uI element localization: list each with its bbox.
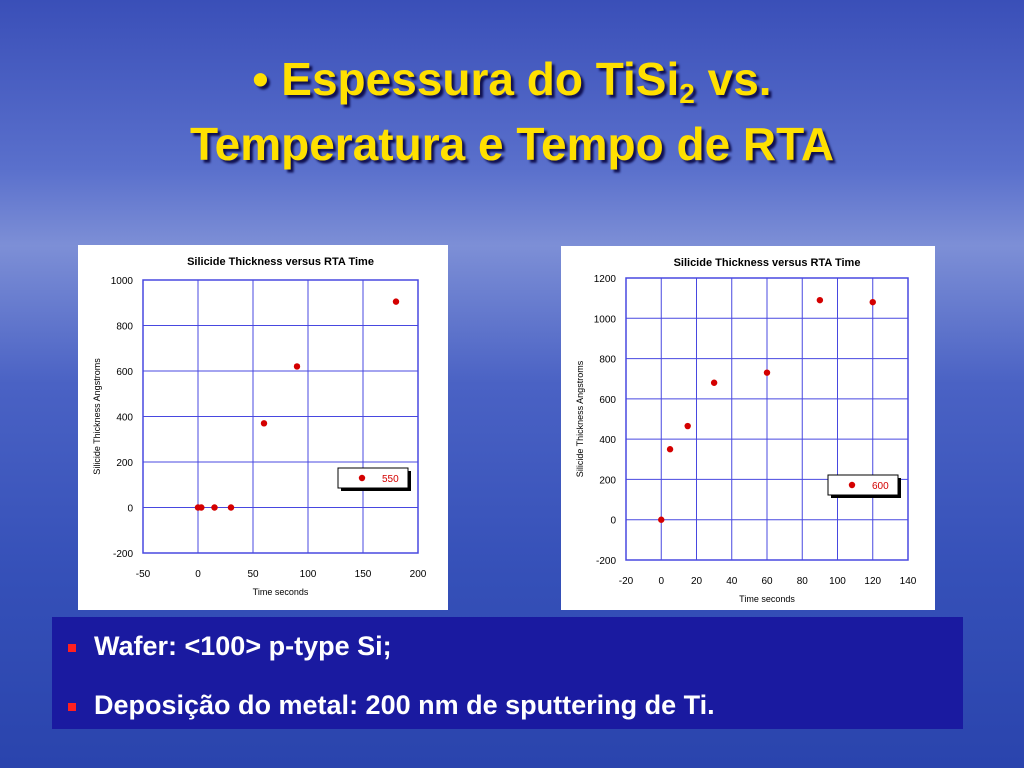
y-tick-label: -200 bbox=[113, 549, 133, 560]
bullet-marker bbox=[68, 644, 76, 652]
data-point bbox=[658, 516, 665, 523]
data-point bbox=[710, 379, 718, 386]
x-axis-label: Time seconds bbox=[253, 587, 309, 597]
x-tick-label: 100 bbox=[829, 576, 846, 587]
plot-frame bbox=[625, 277, 909, 561]
x-tick-label: 200 bbox=[410, 569, 427, 580]
x-tick-label: 40 bbox=[726, 576, 738, 587]
x-tick-label: -50 bbox=[136, 569, 151, 580]
y-tick-label: 400 bbox=[116, 413, 133, 424]
bullet-box: Wafer: <100> p-type Si; Deposição do met… bbox=[52, 617, 963, 729]
bullet-marker bbox=[68, 703, 76, 711]
y-tick-label: 0 bbox=[610, 516, 616, 527]
data-point bbox=[198, 504, 205, 511]
x-tick-label: -20 bbox=[619, 576, 634, 587]
chart: Silicide Thickness versus RTA Time-20 0 20… bbox=[575, 257, 917, 604]
x-tick-label: 80 bbox=[797, 576, 809, 587]
x-tick-label: 120 bbox=[864, 576, 881, 587]
y-axis-label: Silicide Thickness Angstroms bbox=[575, 360, 585, 477]
legend-label: 600 bbox=[872, 481, 889, 492]
title-text: • Espessura do TiSi bbox=[252, 53, 680, 105]
slide-title-line: Temperatura e Tempo de RTA bbox=[189, 118, 835, 170]
data-point bbox=[293, 363, 301, 370]
legend-box bbox=[827, 474, 899, 496]
x-tick-label: 0 bbox=[195, 569, 201, 580]
data-point bbox=[211, 504, 218, 511]
y-tick-label: 0 bbox=[127, 504, 133, 515]
y-tick-label: 200 bbox=[116, 458, 133, 469]
chart-panel: Silicide Thickness versus RTA Time -20 0 20… bbox=[561, 246, 935, 610]
y-axis-label: Silicide Thickness Angstroms bbox=[92, 358, 102, 475]
data-point bbox=[227, 504, 235, 511]
legend-box bbox=[337, 467, 409, 489]
x-tick-label: 150 bbox=[355, 569, 372, 580]
x-tick-label: 140 bbox=[900, 576, 917, 587]
chart-panel: Silicide Thickness versus RTA Time -50 0 50… bbox=[78, 245, 448, 610]
title-text: vs. bbox=[694, 53, 772, 105]
y-tick-label: 400 bbox=[599, 435, 616, 446]
y-tick-label: 1200 bbox=[594, 274, 617, 285]
y-tick-label: 200 bbox=[599, 475, 616, 486]
title-subscript: 2 bbox=[679, 78, 695, 109]
bullet-text: Wafer: <100> p-type Si; bbox=[94, 631, 392, 661]
x-tick-label: 0 bbox=[658, 576, 664, 587]
data-point bbox=[260, 420, 268, 427]
y-tick-label: 800 bbox=[599, 355, 616, 366]
slide-title: • Espessura do TiSi2 vs. bbox=[0, 52, 1024, 110]
y-tick-label: -200 bbox=[596, 556, 616, 567]
data-point bbox=[869, 298, 876, 306]
y-tick-label: 600 bbox=[599, 395, 616, 406]
bullet-text: Deposição do metal: 200 nm de sputtering… bbox=[94, 690, 715, 720]
y-tick-label: 1000 bbox=[111, 276, 134, 287]
legend-marker bbox=[848, 481, 856, 489]
y-tick-label: 1000 bbox=[594, 314, 617, 325]
chart-title: Silicide Thickness versus RTA Time bbox=[674, 257, 861, 269]
data-point bbox=[392, 298, 400, 305]
chart: Silicide Thickness versus RTA Time -50 0 50… bbox=[92, 256, 427, 597]
y-tick-label: 600 bbox=[116, 367, 133, 378]
y-tick-label: 800 bbox=[116, 322, 133, 333]
data-point bbox=[763, 369, 771, 376]
x-tick-label: 100 bbox=[300, 569, 317, 580]
plot-frame bbox=[142, 279, 419, 554]
x-tick-label: 20 bbox=[691, 576, 703, 587]
data-point bbox=[684, 422, 691, 430]
x-tick-label: 50 bbox=[247, 569, 259, 580]
chart-title: Silicide Thickness versus RTA Time bbox=[187, 256, 374, 268]
data-point bbox=[816, 296, 824, 304]
legend-marker bbox=[358, 474, 366, 482]
x-axis-label: Time seconds bbox=[739, 594, 795, 604]
x-tick-label: 60 bbox=[761, 576, 773, 587]
legend-label: 550 bbox=[382, 474, 399, 485]
data-point bbox=[666, 446, 674, 453]
